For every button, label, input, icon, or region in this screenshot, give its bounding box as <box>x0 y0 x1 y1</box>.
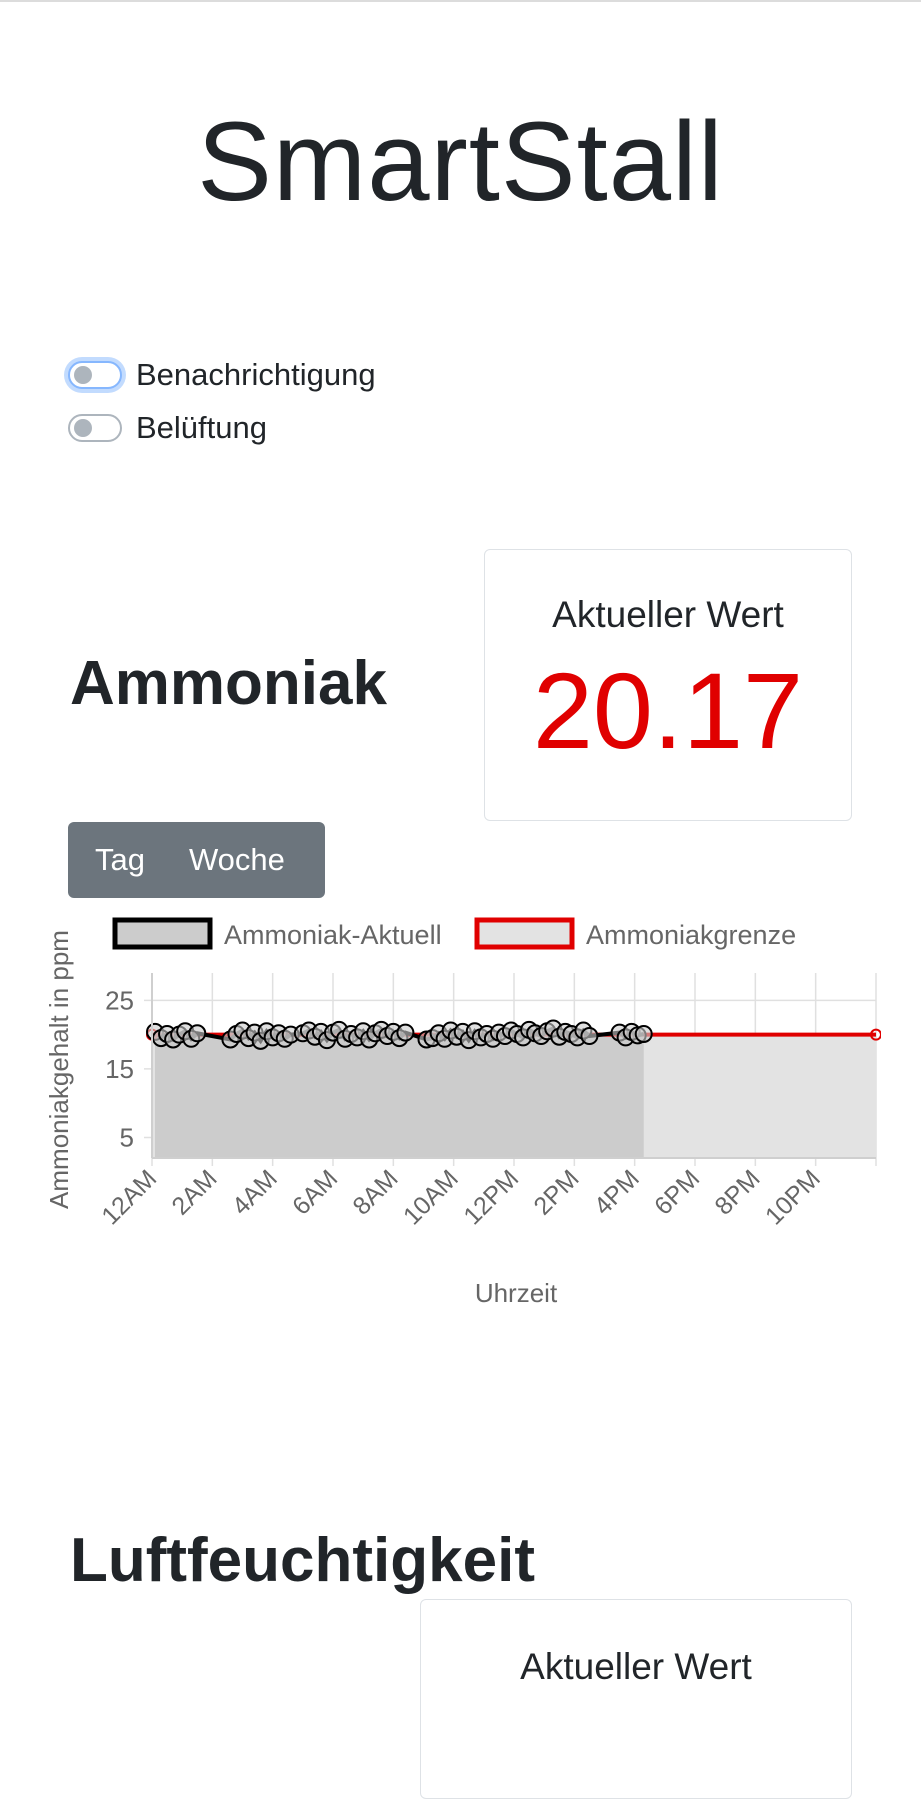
y-tick-label: 15 <box>105 1054 134 1084</box>
x-axis-label: Uhrzeit <box>475 1278 558 1308</box>
section-title-ammoniak: Ammoniak <box>70 649 387 718</box>
range-button-woche[interactable]: Woche <box>188 842 285 877</box>
legend-swatch-ammoniak-aktuell <box>112 917 213 950</box>
humidity-value-card: Aktueller Wert <box>420 1599 852 1799</box>
x-tick-label: 12PM <box>458 1164 524 1230</box>
x-tick-label: 8AM <box>347 1164 403 1220</box>
toggle-belueftung[interactable]: Belüftung <box>68 410 267 446</box>
toggle-label: Belüftung <box>136 410 267 445</box>
y-tick-label: 25 <box>105 985 134 1015</box>
x-tick-label: 2PM <box>528 1164 584 1220</box>
toggle-knob <box>74 419 92 437</box>
point-ammoniak-aktuell <box>188 1024 207 1043</box>
toggle-switch[interactable] <box>68 361 122 389</box>
chart-fills <box>152 1028 876 1158</box>
card-label: Aktueller Wert <box>520 1646 752 1687</box>
legend-label-ammoniak-aktuell: Ammoniak-Aktuell <box>224 920 442 950</box>
x-tick-label: 2AM <box>166 1164 222 1220</box>
range-button-group: Tag Woche <box>68 822 325 898</box>
legend-label-ammoniakgrenze: Ammoniakgrenze <box>586 920 796 950</box>
point-ammoniak-aktuell <box>396 1023 415 1042</box>
fill-ammoniak-aktuell <box>155 1028 644 1158</box>
legend-swatch-ammoniakgrenze <box>474 917 575 950</box>
point-ammoniakgrenze <box>870 1028 881 1041</box>
toggle-switch[interactable] <box>68 414 122 442</box>
top-border <box>0 0 921 2</box>
x-tick-label: 10PM <box>760 1164 826 1230</box>
app-title: SmartStall <box>197 99 724 224</box>
x-tick-label: 8PM <box>709 1164 765 1220</box>
x-tick-label: 10AM <box>398 1164 464 1230</box>
chart-legend: Ammoniak-Aktuell Ammoniakgrenze <box>112 917 796 950</box>
ammonia-chart: Ammoniak-Aktuell Ammoniakgrenze 5 15 25 12AM… <box>44 917 881 1308</box>
card-label: Aktueller Wert <box>552 594 784 635</box>
point-ammoniak-aktuell <box>580 1027 599 1046</box>
y-axis-label: Ammoniakgehalt in ppm <box>44 930 74 1209</box>
toggle-benachrichtigung[interactable]: Benachrichtigung <box>68 357 376 393</box>
y-tick-label: 5 <box>120 1122 134 1152</box>
ammonia-value-card: Aktueller Wert 20.17 <box>484 549 852 821</box>
toggle-label: Benachrichtigung <box>136 357 376 392</box>
range-button-tag[interactable]: Tag <box>95 842 145 877</box>
point-ammoniak-aktuell <box>634 1024 653 1043</box>
chart-points <box>146 1019 881 1050</box>
x-tick-label: 6PM <box>649 1164 705 1220</box>
section-title-luftfeuchtigkeit: Luftfeuchtigkeit <box>70 1526 535 1595</box>
ammonia-current-value: 20.17 <box>532 650 804 771</box>
x-tick-label: 4PM <box>589 1164 645 1220</box>
toggle-knob <box>74 366 92 384</box>
x-tick-label: 6AM <box>287 1164 343 1220</box>
x-tick-label: 12AM <box>96 1164 162 1230</box>
x-tick-label: 4AM <box>227 1164 283 1220</box>
